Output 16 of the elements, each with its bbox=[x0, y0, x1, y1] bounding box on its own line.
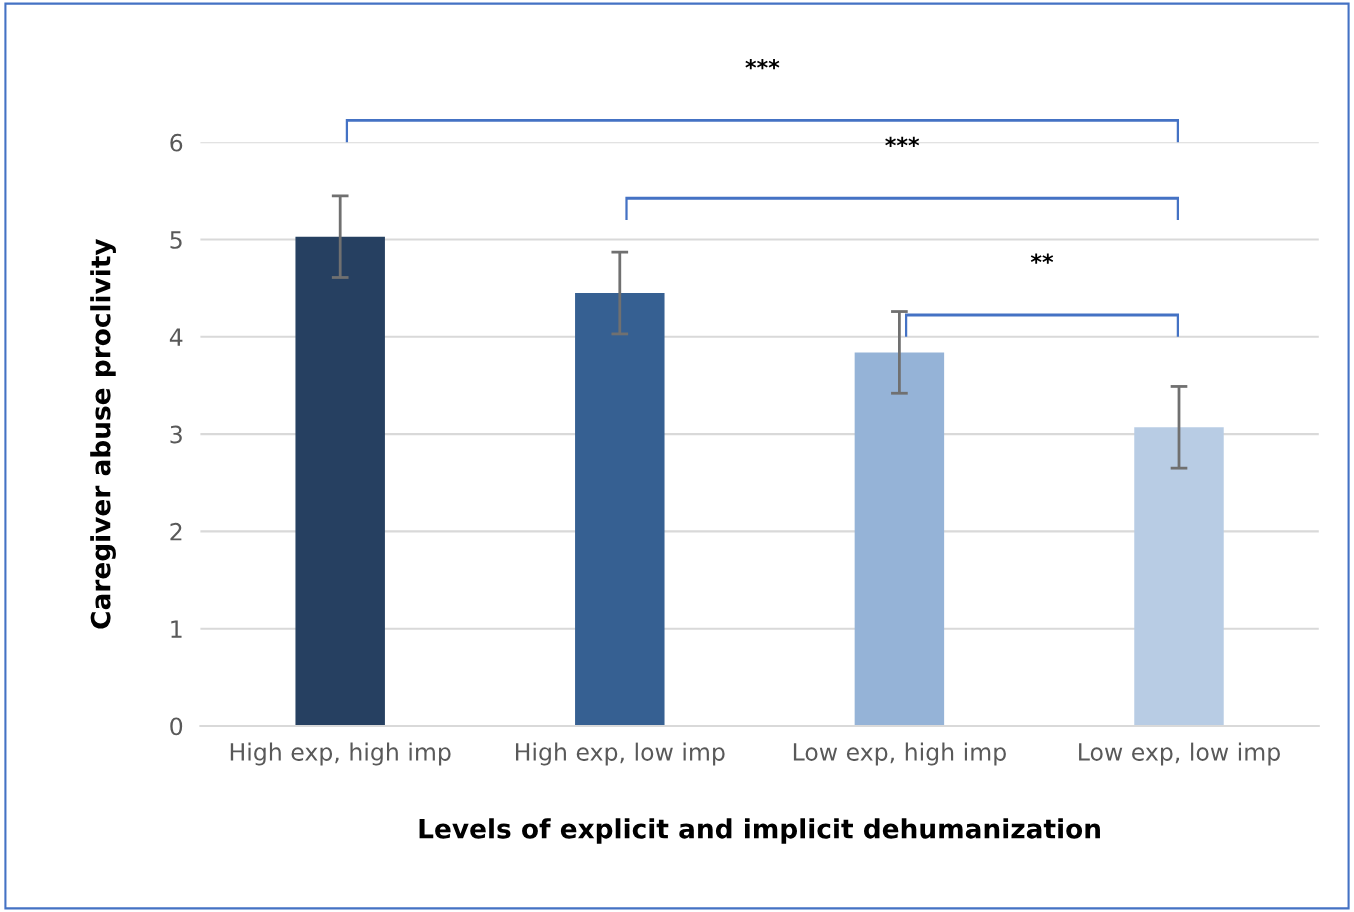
y-tick-label: 3 bbox=[170, 425, 182, 444]
annotation: *** bbox=[885, 136, 920, 148]
x-tick-label: High exp, high imp bbox=[230, 742, 451, 766]
annotation: ** bbox=[1030, 253, 1054, 264]
x-tick-label: Low exp, low imp bbox=[1079, 742, 1280, 766]
y-tick-label: 5 bbox=[170, 231, 182, 249]
x-tick-label: Low exp, high imp bbox=[793, 742, 1006, 766]
x-axis-title: Levels of explicit and implicit dehumanization bbox=[419, 818, 1100, 844]
y-tick-label: 2 bbox=[170, 522, 182, 541]
y-axis-title: Caregiver abuse proclivity bbox=[90, 238, 116, 629]
y-tick-label: 6 bbox=[170, 133, 183, 152]
y-tick-label: 4 bbox=[169, 328, 183, 346]
text: *** bbox=[745, 58, 780, 70]
y-tick-label: 1 bbox=[171, 620, 182, 638]
x-tick-label: High exp, low imp bbox=[516, 742, 725, 766]
y-tick-label: 0 bbox=[170, 717, 183, 736]
